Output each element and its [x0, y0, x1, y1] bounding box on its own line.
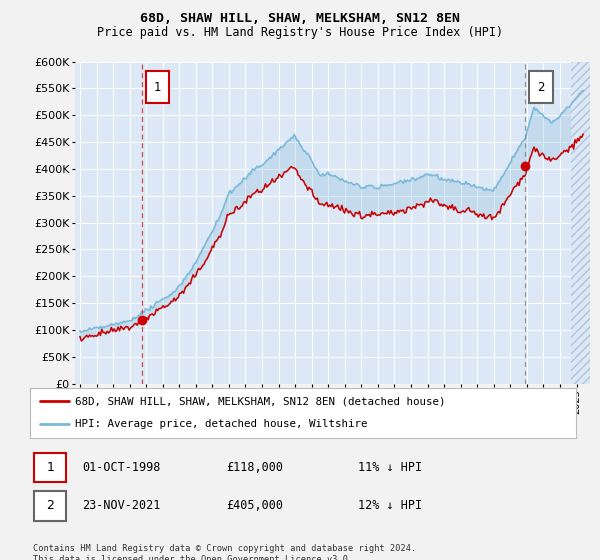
- Text: 23-NOV-2021: 23-NOV-2021: [82, 500, 160, 512]
- Text: 1: 1: [154, 81, 161, 94]
- FancyBboxPatch shape: [146, 71, 169, 104]
- Text: HPI: Average price, detached house, Wiltshire: HPI: Average price, detached house, Wilt…: [75, 419, 367, 430]
- Text: 11% ↓ HPI: 11% ↓ HPI: [358, 461, 422, 474]
- FancyBboxPatch shape: [34, 491, 66, 521]
- Text: 2: 2: [46, 500, 54, 512]
- Text: 01-OCT-1998: 01-OCT-1998: [82, 461, 160, 474]
- Text: 2: 2: [537, 81, 545, 94]
- Text: £405,000: £405,000: [227, 500, 284, 512]
- Text: 12% ↓ HPI: 12% ↓ HPI: [358, 500, 422, 512]
- Text: Contains HM Land Registry data © Crown copyright and database right 2024.
This d: Contains HM Land Registry data © Crown c…: [33, 544, 416, 560]
- Text: 1: 1: [46, 461, 54, 474]
- Text: 68D, SHAW HILL, SHAW, MELKSHAM, SN12 8EN: 68D, SHAW HILL, SHAW, MELKSHAM, SN12 8EN: [140, 12, 460, 25]
- Text: £118,000: £118,000: [227, 461, 284, 474]
- Text: Price paid vs. HM Land Registry's House Price Index (HPI): Price paid vs. HM Land Registry's House …: [97, 26, 503, 39]
- Text: 68D, SHAW HILL, SHAW, MELKSHAM, SN12 8EN (detached house): 68D, SHAW HILL, SHAW, MELKSHAM, SN12 8EN…: [75, 396, 445, 406]
- FancyBboxPatch shape: [529, 71, 553, 104]
- FancyBboxPatch shape: [34, 453, 66, 482]
